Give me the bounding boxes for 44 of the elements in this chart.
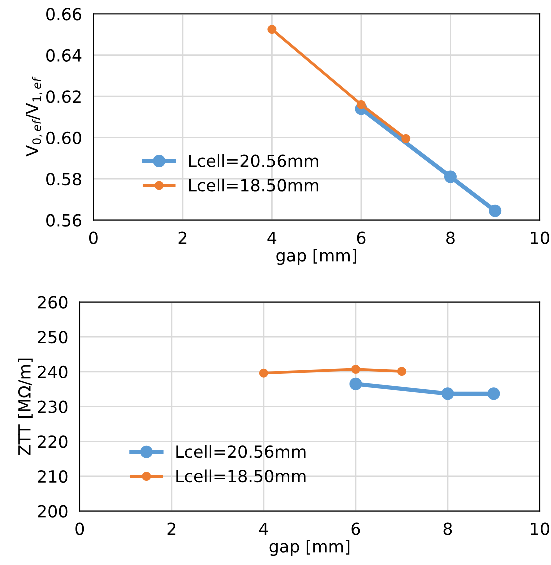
x-axis-title: gap [mm]	[276, 248, 356, 266]
y-axis-title: ZTT [MΩ/m]	[18, 358, 33, 456]
point	[442, 388, 454, 400]
x-tick-label: 2	[178, 232, 187, 244]
point	[397, 367, 406, 376]
y-tick-label: 0.64	[46, 49, 82, 62]
x-tick-label: 6	[357, 232, 366, 244]
y-tick-label: 210	[38, 470, 68, 484]
y-tick-label: 200	[38, 505, 68, 518]
x-tick-label: 10	[531, 522, 550, 536]
x-tick-label: 0	[76, 522, 84, 536]
x-tick-label: 8	[444, 522, 452, 536]
point	[489, 204, 502, 218]
point	[351, 365, 360, 374]
y-tick-label: 0.62	[46, 90, 81, 104]
x-tick-label: 10	[531, 232, 550, 244]
x-tick-label: 4	[268, 232, 277, 244]
y-tick-label: 0.66	[46, 8, 82, 21]
legend-label: Lcell=20.56mm	[176, 445, 306, 458]
x-tick-label: 4	[259, 522, 268, 536]
y-tick-label: 0.60	[46, 132, 82, 144]
point	[444, 170, 457, 184]
point	[259, 368, 268, 378]
x-axis-title: gap [mm]	[270, 540, 350, 556]
point	[402, 134, 411, 144]
y-tick-label: 0.56	[46, 214, 82, 227]
legend-label: Lcell=20.56mm	[189, 154, 318, 168]
y-axis-title: V$_{0,ef}$/V$_{1,ef}$	[26, 76, 43, 157]
point	[356, 100, 366, 110]
y-tick-label: 250	[38, 331, 68, 344]
point	[350, 378, 362, 390]
point	[268, 25, 277, 34]
x-tick-label: 6	[352, 522, 360, 536]
x-tick-label: 8	[446, 232, 455, 244]
point	[488, 388, 500, 400]
y-tick-label: 220	[38, 436, 68, 448]
legend-label: Lcell=18.50mm	[176, 470, 306, 483]
legend-label: Lcell=18.50mm	[189, 178, 318, 192]
y-tick-label: 0.58	[46, 173, 82, 186]
x-tick-label: 0	[89, 232, 98, 244]
y-tick-label: 260	[38, 296, 68, 309]
x-tick-label: 2	[168, 522, 176, 536]
y-tick-label: 240	[38, 366, 68, 379]
y-tick-label: 230	[38, 400, 68, 414]
